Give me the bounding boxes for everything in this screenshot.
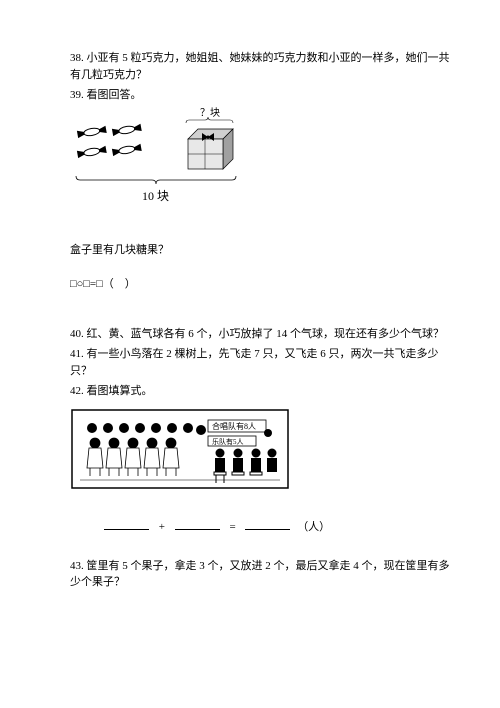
plus-op: + bbox=[159, 521, 165, 533]
question-43: 43. 筐里有 5 个果子，拿走 3 个，又放进 2 个，最后又拿走 4 个，现… bbox=[70, 558, 450, 591]
unknown-label: ？块 bbox=[200, 106, 220, 121]
question-38: 38. 小亚有 5 粒巧克力，她姐姐、她妹妹的巧克力数和小亚的一样多，她们一共有… bbox=[70, 50, 450, 83]
question-39: 39. 看图回答。 bbox=[70, 87, 450, 104]
question-41: 41. 有一些小鸟落在 2 棵树上，先飞走 7 只，又飞走 6 只，两次一共飞走… bbox=[70, 346, 450, 379]
equation-42: + = （人） bbox=[100, 518, 450, 536]
blank-1[interactable] bbox=[104, 518, 149, 530]
q39-sub: 盒子里有几块糖果？ bbox=[70, 242, 450, 259]
blank-3[interactable] bbox=[245, 518, 290, 530]
question-40: 40. 红、黄、蓝气球各有 6 个，小巧放掉了 14 个气球，现在还有多少个气球… bbox=[70, 326, 450, 343]
choir-sign1-text: 合唱队有8人 bbox=[212, 421, 256, 431]
unit-label: （人） bbox=[297, 521, 330, 533]
q39-equation: □○□=□（ ） bbox=[70, 276, 450, 293]
eq-op: = bbox=[229, 521, 235, 533]
total-label: 10 块 bbox=[142, 187, 169, 205]
choir-sign2-text: 乐队有5人 bbox=[212, 437, 244, 446]
candy-figure: ？块 10 块 bbox=[70, 114, 450, 209]
choir-figure: 合唱队有8人 乐队有5人 bbox=[70, 408, 450, 499]
question-42: 42. 看图填算式。 bbox=[70, 383, 450, 400]
blank-2[interactable] bbox=[175, 518, 220, 530]
